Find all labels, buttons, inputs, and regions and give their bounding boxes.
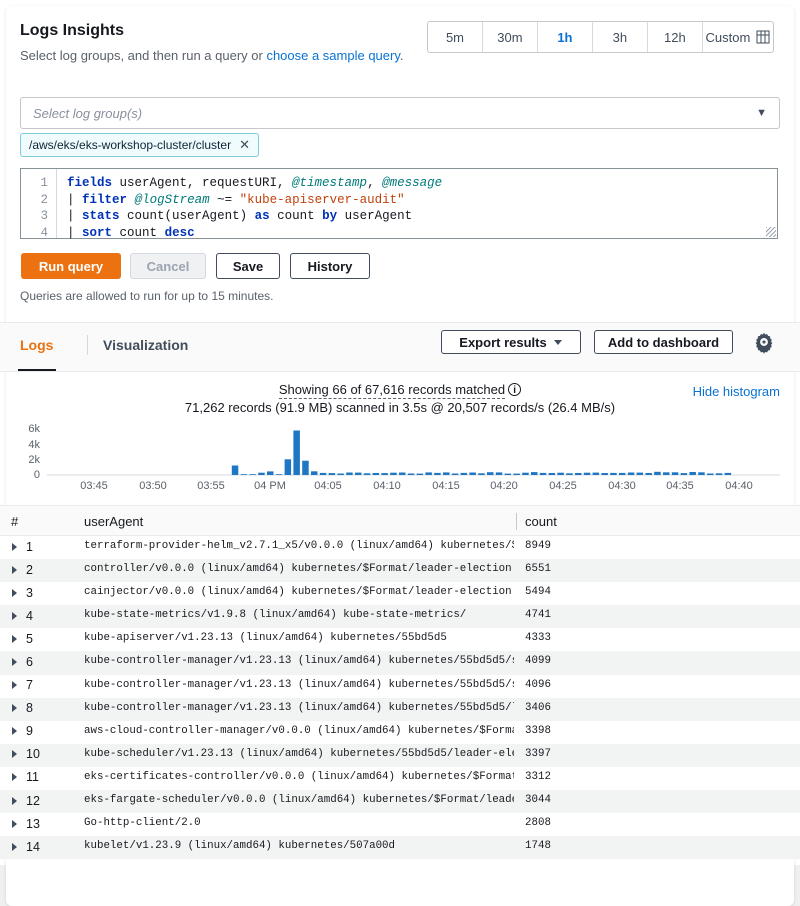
svg-text:04:20: 04:20 <box>490 480 518 492</box>
svg-text:0: 0 <box>34 469 40 481</box>
svg-text:04:35: 04:35 <box>666 480 694 492</box>
svg-text:04:15: 04:15 <box>432 480 460 492</box>
svg-text:2k: 2k <box>28 454 40 466</box>
svg-text:04:05: 04:05 <box>314 480 342 492</box>
svg-text:04 PM: 04 PM <box>254 480 286 492</box>
svg-text:04:10: 04:10 <box>373 480 401 492</box>
svg-text:6k: 6k <box>28 423 40 435</box>
svg-text:4k: 4k <box>28 439 40 451</box>
svg-text:03:55: 03:55 <box>197 480 225 492</box>
svg-text:04:40: 04:40 <box>725 480 753 492</box>
svg-text:04:25: 04:25 <box>549 480 577 492</box>
svg-text:03:50: 03:50 <box>139 480 167 492</box>
svg-text:03:45: 03:45 <box>80 480 108 492</box>
svg-text:04:30: 04:30 <box>608 480 636 492</box>
